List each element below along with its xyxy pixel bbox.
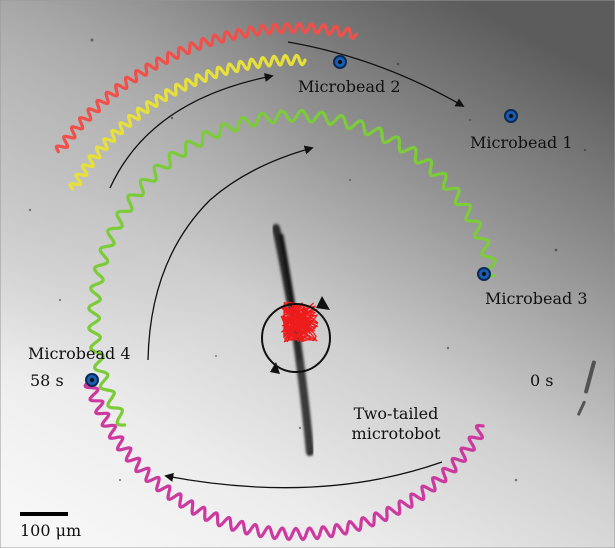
robot-trajectory-segment: [297, 304, 316, 343]
arrow-bead-2: [109, 72, 274, 189]
robot-trajectory-segment: [283, 307, 314, 340]
microbead-1-trajectory: [54, 21, 358, 154]
circle-arrowhead-bottom: [270, 362, 280, 374]
scale-bar: [20, 512, 68, 516]
label-microbead-2: Microbead 2: [298, 77, 401, 96]
microbead-3-trajectory: [87, 108, 497, 427]
microbead-2-trajectory: [68, 53, 307, 191]
robot-trajectory-segment: [282, 304, 316, 342]
rotation-arrows: [109, 41, 465, 489]
speckles: [28, 38, 587, 482]
label-microbead-4: Microbead 4: [28, 344, 131, 363]
label-robot-line-1: Two-tailed: [353, 404, 439, 423]
label-time-end: 58 s: [30, 371, 64, 390]
arrow-bead-4: [164, 461, 443, 489]
arrow-bead-1: [287, 41, 465, 107]
robot-rotation-circle: [261, 296, 331, 374]
robot-trajectory-segment: [285, 307, 319, 332]
label-scale-bar: 100 μm: [20, 521, 82, 540]
label-robot-line-2: microtobot: [351, 424, 441, 443]
label-microbead-3: Microbead 3: [485, 289, 588, 308]
label-microbead-1: Microbead 1: [470, 133, 573, 152]
debris-right: [577, 360, 596, 416]
microbead-4: [85, 373, 99, 387]
robot-trajectory-segment: [283, 309, 315, 342]
microbead-2: [333, 55, 347, 69]
label-time-start: 0 s: [530, 371, 554, 390]
microbead-1: [504, 109, 518, 123]
microbead-4-trajectory: [83, 379, 485, 542]
microbead-3: [477, 267, 491, 281]
arrow-bead-3: [147, 145, 314, 361]
circle-arrowhead-top: [316, 296, 330, 310]
